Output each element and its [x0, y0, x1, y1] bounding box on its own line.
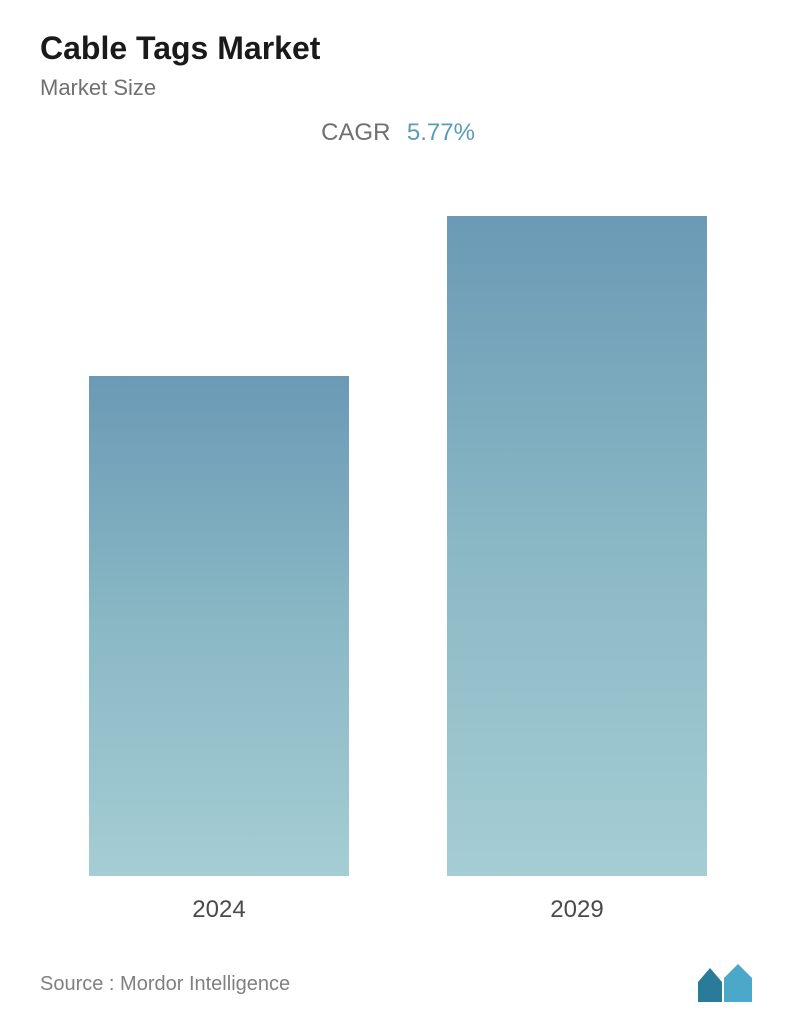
bar-0	[89, 376, 349, 876]
bar-group-0: 2024	[89, 376, 349, 924]
chart-subtitle: Market Size	[40, 75, 756, 101]
source-text: Source : Mordor Intelligence	[40, 973, 290, 996]
footer: Source : Mordor Intelligence	[40, 954, 756, 1004]
bar-label-1: 2029	[550, 896, 603, 924]
chart-container: Cable Tags Market Market Size CAGR 5.77%…	[0, 0, 796, 1034]
cagr-label: CAGR	[321, 119, 390, 146]
chart-title: Cable Tags Market	[40, 30, 756, 67]
logo-icon	[696, 964, 756, 1004]
cagr-row: CAGR 5.77%	[40, 119, 756, 147]
bar-1	[447, 216, 707, 876]
chart-area: 2024 2029	[40, 207, 756, 954]
bar-group-1: 2029	[447, 216, 707, 924]
cagr-value: 5.77%	[407, 119, 475, 146]
bar-label-0: 2024	[192, 896, 245, 924]
